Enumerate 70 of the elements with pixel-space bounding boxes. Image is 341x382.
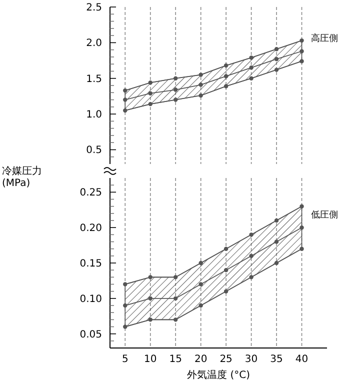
point: [174, 88, 178, 92]
y-tick-label: 0.05: [80, 329, 102, 340]
x-tick-label: 25: [220, 354, 232, 365]
point: [174, 275, 178, 280]
x-tick-label: 5: [122, 354, 128, 365]
point: [123, 324, 128, 329]
point: [274, 218, 279, 223]
point: [300, 246, 304, 251]
point: [123, 303, 128, 308]
y-tick-label: 0.25: [80, 188, 102, 199]
y-tick-label: 0.10: [80, 294, 102, 305]
point: [224, 246, 228, 251]
point: [274, 260, 279, 266]
point: [148, 91, 152, 96]
y-tick-label: 0.15: [80, 258, 102, 270]
point: [123, 98, 128, 102]
point: [198, 72, 203, 77]
point: [224, 268, 228, 272]
y-tick-label: 0.5: [86, 145, 102, 156]
point: [249, 275, 254, 280]
point: [123, 108, 128, 113]
point: [123, 282, 128, 286]
y-tick-label: 1.5: [86, 74, 102, 85]
x-tick-label: 15: [169, 354, 182, 365]
point: [249, 66, 254, 70]
point: [148, 296, 152, 301]
point: [249, 254, 254, 258]
point: [198, 282, 203, 286]
point: [300, 59, 304, 64]
point: [274, 47, 279, 52]
point: [174, 98, 178, 102]
point: [300, 49, 304, 54]
series-label: 高圧側: [310, 33, 338, 44]
point: [300, 225, 304, 230]
series-label: 低圧側: [310, 210, 338, 221]
point: [224, 63, 228, 68]
point: [249, 76, 254, 80]
point: [249, 56, 254, 60]
point: [198, 93, 203, 98]
point: [300, 204, 304, 208]
point: [274, 240, 279, 244]
x-tick-label: 30: [244, 354, 258, 365]
point: [148, 80, 152, 85]
point: [174, 76, 178, 80]
point: [148, 275, 152, 280]
point: [148, 318, 152, 322]
x-tick-label: 35: [270, 354, 283, 365]
point: [249, 232, 254, 237]
point: [198, 303, 203, 308]
point: [274, 56, 279, 62]
point: [300, 38, 304, 43]
y-tick-label: 0.20: [80, 223, 102, 234]
y-tick-label: 1.0: [86, 110, 102, 121]
point: [224, 74, 228, 78]
point: [274, 68, 279, 72]
point: [224, 84, 228, 88]
x-tick-label: 10: [144, 354, 157, 365]
y-axis-title: 冷媒圧力 (MPa): [2, 165, 42, 189]
point: [174, 318, 178, 322]
point: [148, 102, 152, 106]
y-tick-label: 2.5: [86, 2, 102, 14]
point: [224, 289, 228, 294]
y-tick-label: 2.0: [86, 38, 102, 50]
x-tick-label: 20: [194, 354, 208, 365]
point: [174, 296, 178, 301]
point: [198, 82, 203, 87]
x-tick-label: 40: [295, 354, 308, 365]
x-axis-title: 外気温度 (°C): [187, 369, 250, 381]
point: [198, 260, 203, 266]
point: [123, 88, 128, 93]
